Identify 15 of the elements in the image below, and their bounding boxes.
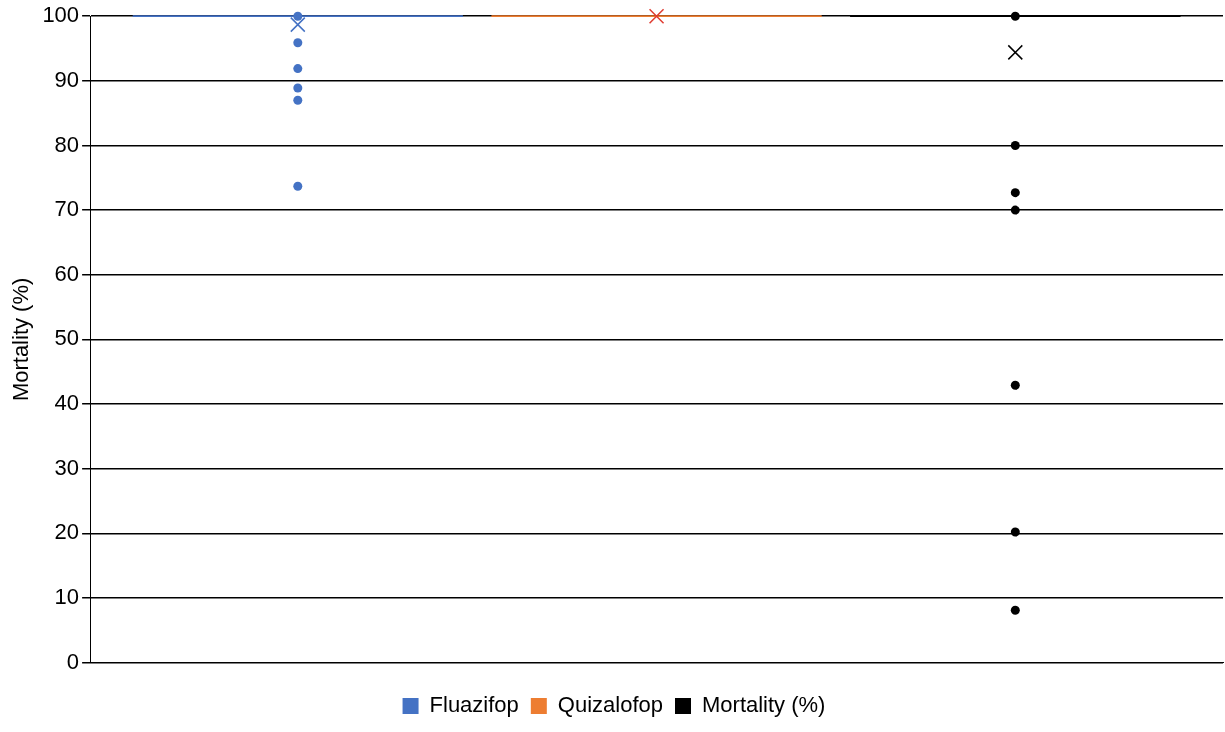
y-axis-title: Mortality (%)	[8, 277, 34, 402]
legend-label: Fluazifop	[429, 692, 519, 718]
y-tick-label: 30	[54, 454, 80, 480]
y-tick-label: 70	[54, 196, 80, 222]
legend-label: Mortality (%)	[702, 692, 826, 718]
y-tick-label: 40	[54, 390, 80, 416]
y-tick-label: 50	[54, 325, 80, 351]
y-tick-label: 0	[66, 648, 80, 674]
y-tick-label: 60	[54, 260, 80, 286]
y-tick-label: 20	[54, 519, 80, 545]
y-tick-label: 100	[42, 2, 80, 28]
y-tick-label: 80	[54, 131, 80, 157]
legend-label: Quizalofop	[557, 692, 664, 718]
y-tick-label: 90	[54, 66, 80, 92]
y-tick-label: 10	[54, 584, 80, 610]
